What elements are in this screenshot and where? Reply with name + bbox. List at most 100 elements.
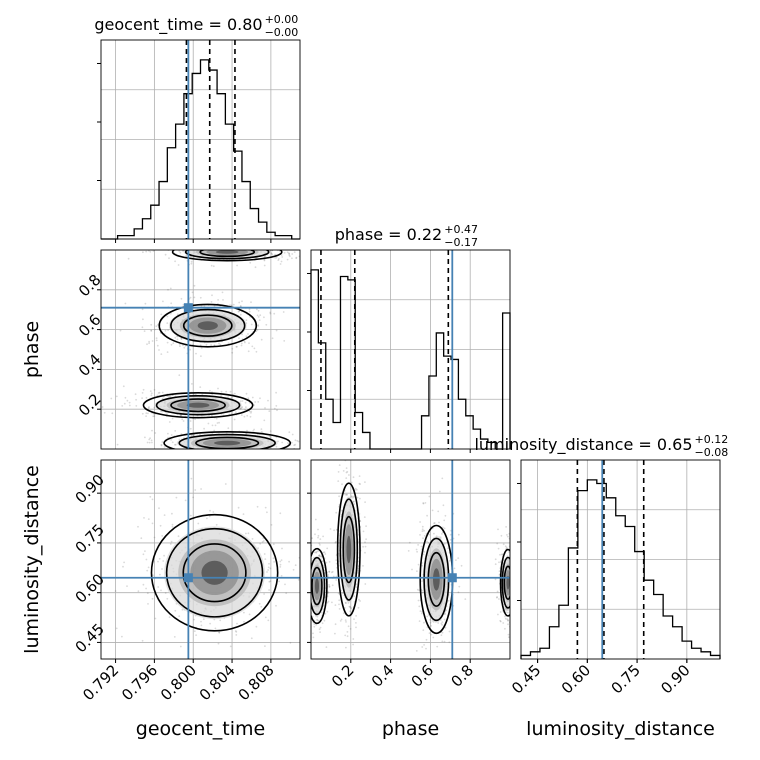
sample-point — [183, 248, 185, 250]
sample-point — [222, 245, 224, 247]
sample-point — [365, 538, 367, 541]
sample-point — [271, 245, 273, 247]
sample-point — [189, 514, 192, 517]
contour-geocent_time-vs-phase-1-0 — [142, 391, 254, 419]
sample-point — [238, 310, 241, 313]
sample-point — [291, 257, 293, 260]
sample-point — [214, 424, 217, 427]
sample-point — [251, 247, 253, 249]
hist-bin-geocent_time-21 — [275, 236, 283, 239]
sample-point — [280, 559, 283, 561]
sample-point — [269, 311, 272, 314]
sample-point — [202, 618, 205, 621]
sample-point — [511, 604, 513, 606]
sample-point — [457, 533, 460, 536]
hist-bin-geocent_time-7 — [159, 182, 167, 239]
sample-point — [513, 574, 515, 576]
sample-point — [319, 631, 321, 633]
sample-point — [212, 265, 215, 268]
sample-point — [290, 441, 293, 444]
hist-bin-geocent_time-11 — [192, 73, 200, 239]
sample-point — [318, 554, 321, 557]
sample-point — [271, 253, 274, 256]
sample-point — [182, 344, 184, 347]
sample-point — [251, 452, 253, 454]
sample-point — [308, 554, 310, 556]
hist-bin-geocent_time-20 — [267, 232, 275, 239]
sample-point — [512, 559, 514, 561]
sample-point — [193, 247, 195, 249]
sample-point — [500, 534, 503, 537]
sample-point — [155, 339, 158, 342]
sample-point — [519, 577, 521, 579]
sample-point — [512, 584, 514, 586]
sample-point — [171, 417, 174, 420]
sample-point — [260, 458, 262, 460]
sample-point — [243, 415, 246, 418]
sample-point — [229, 645, 232, 648]
sample-point — [269, 436, 272, 438]
sample-point — [517, 573, 519, 575]
sample-point — [222, 248, 224, 250]
sample-point — [421, 580, 423, 583]
sample-point — [317, 528, 319, 531]
sample-point — [319, 538, 322, 540]
sample-point — [174, 260, 177, 263]
title-minus-geocent_time: −0.00 — [265, 26, 299, 39]
sample-point — [228, 246, 230, 248]
sample-point — [239, 407, 242, 410]
sample-point — [510, 597, 512, 599]
sample-point — [241, 406, 244, 408]
xaxis-label-luminosity_distance: luminosity_distance — [526, 718, 715, 740]
sample-point — [209, 454, 211, 456]
sample-point — [194, 418, 197, 421]
sample-point — [441, 533, 443, 535]
sample-point — [123, 402, 126, 405]
sample-point — [510, 568, 512, 570]
hist-bin-luminosity_distance-12 — [635, 552, 644, 659]
sample-point — [141, 308, 144, 311]
sample-point — [513, 576, 515, 578]
sample-point — [208, 247, 210, 249]
sample-point — [314, 533, 316, 536]
sample-point — [510, 589, 512, 591]
sample-point — [169, 287, 172, 290]
sample-point — [187, 244, 189, 246]
hist-frame-luminosity_distance — [520, 459, 721, 660]
sample-point — [181, 452, 183, 454]
sample-point — [498, 570, 501, 573]
hist-bin-phase-4 — [340, 277, 347, 449]
sample-point — [121, 635, 123, 638]
sample-point — [273, 561, 275, 563]
contour-phase-vs-luminosity_distance-2-2 — [427, 551, 446, 607]
sample-point — [260, 244, 262, 246]
hist-bin-phase-26 — [503, 313, 510, 449]
sample-point — [293, 444, 296, 447]
sample-point — [348, 605, 351, 608]
sample-point — [415, 548, 418, 551]
sample-point — [280, 260, 283, 263]
sample-point — [357, 572, 359, 574]
sample-point — [308, 634, 310, 636]
sample-point — [88, 520, 90, 522]
sample-point — [421, 528, 424, 531]
sample-point — [209, 622, 212, 625]
sample-point — [251, 345, 254, 348]
sample-point — [346, 635, 349, 638]
sample-point — [418, 620, 421, 622]
sample-point — [497, 528, 499, 531]
contour-geocent_time-vs-phase-1-1 — [155, 394, 241, 416]
hist-bin-luminosity_distance-13 — [644, 580, 653, 659]
sample-point — [200, 355, 202, 357]
sample-point — [448, 641, 451, 644]
sample-point — [315, 624, 317, 626]
sample-point — [352, 638, 355, 640]
xtick-label-geocent_time-3: 0.804 — [196, 661, 239, 704]
sample-point — [191, 245, 193, 247]
sample-point — [307, 581, 309, 583]
sample-point — [236, 455, 238, 457]
sample-point — [515, 558, 517, 560]
sample-point — [141, 397, 144, 399]
sample-point — [213, 344, 216, 347]
sample-point — [328, 585, 331, 588]
